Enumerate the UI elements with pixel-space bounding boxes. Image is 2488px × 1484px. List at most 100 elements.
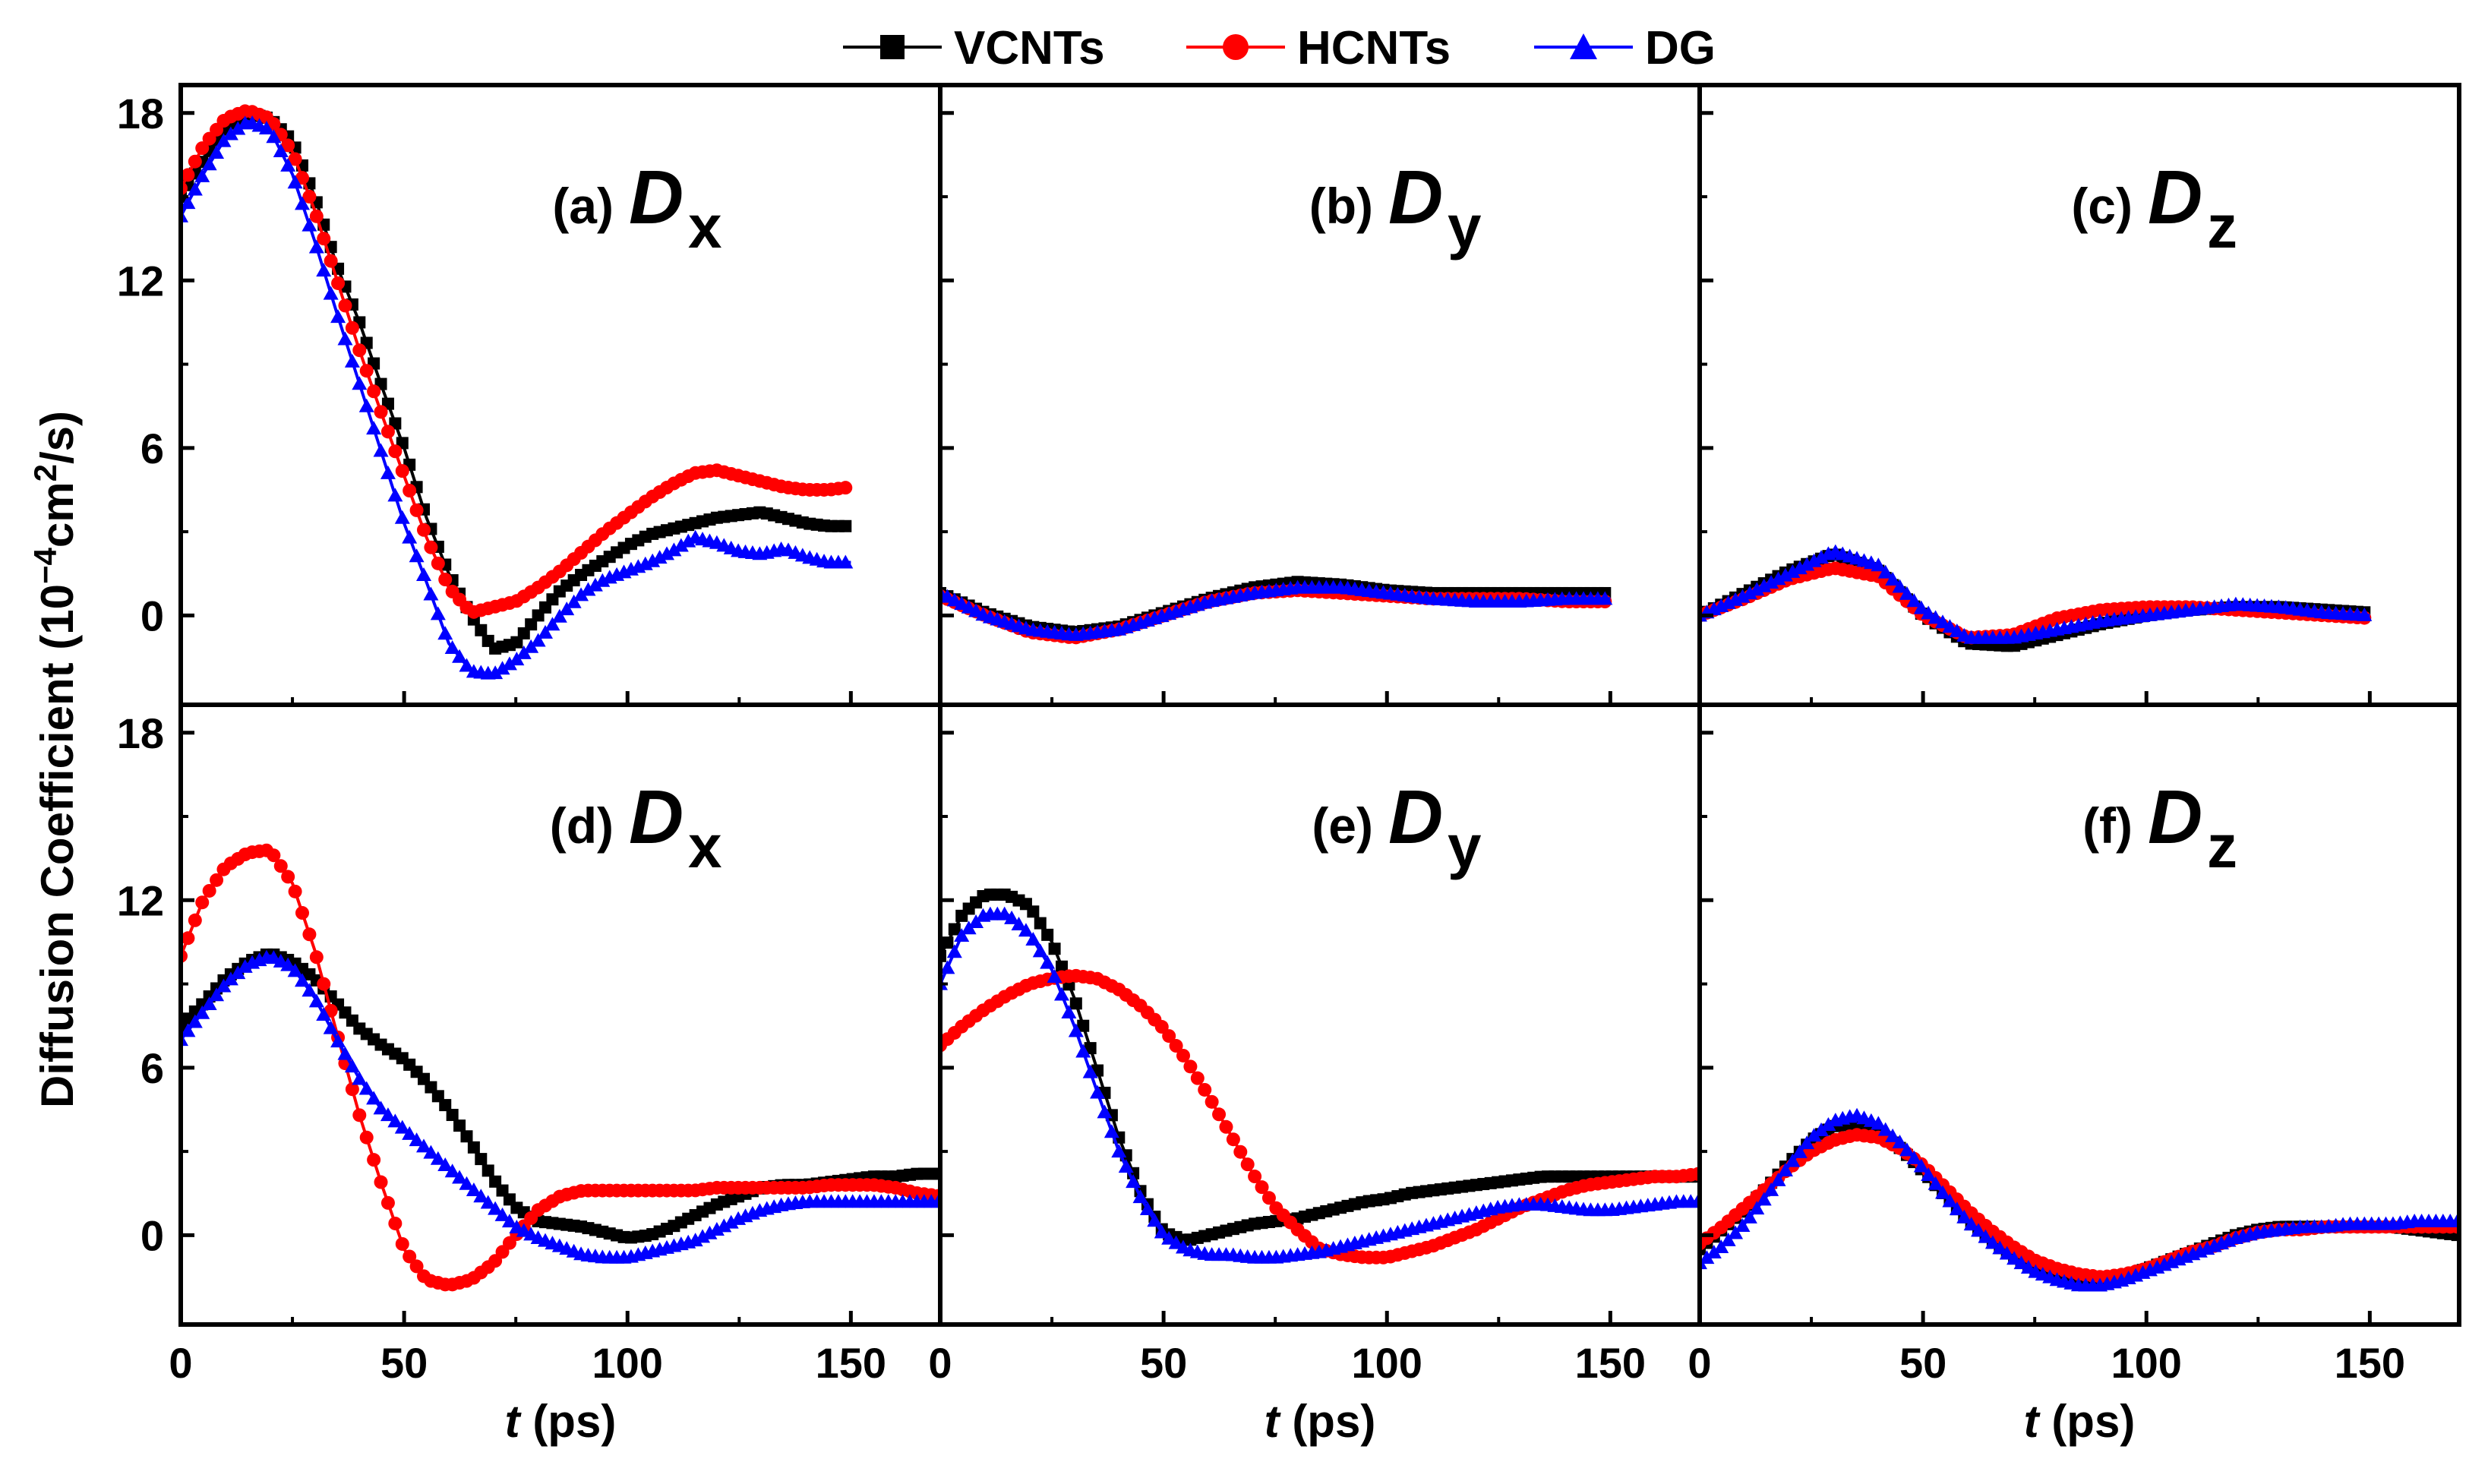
data-point xyxy=(702,1225,718,1239)
data-point xyxy=(1161,1230,1177,1245)
data-point xyxy=(1034,917,1047,930)
panel-subscript: x xyxy=(688,813,722,880)
data-point xyxy=(395,1236,409,1251)
data-point xyxy=(1004,910,1020,924)
data-point xyxy=(345,320,359,335)
data-point xyxy=(316,263,332,277)
data-point xyxy=(359,1130,374,1145)
data-point xyxy=(416,1138,431,1153)
data-point xyxy=(838,481,853,495)
data-point xyxy=(1198,1082,1212,1097)
data-point xyxy=(1885,1128,1901,1142)
data-point xyxy=(716,1218,732,1233)
data-point xyxy=(403,484,417,498)
y-tick-label: 6 xyxy=(141,425,164,472)
data-point xyxy=(1011,917,1027,931)
data-point xyxy=(1799,1135,1815,1150)
panel-variable: D xyxy=(629,775,684,860)
data-point xyxy=(1792,1144,1808,1158)
data-point xyxy=(352,343,367,358)
data-point xyxy=(373,443,389,457)
data-point xyxy=(1777,567,1793,582)
data-point xyxy=(695,1229,711,1243)
plot-area xyxy=(940,576,1613,645)
x-tick-label: 0 xyxy=(1688,1339,1711,1387)
data-point xyxy=(1041,928,1054,941)
data-point xyxy=(452,1170,468,1184)
data-point xyxy=(1806,1128,1822,1142)
data-point xyxy=(1735,589,1751,603)
x-axis-title-var: t xyxy=(1265,1396,1282,1447)
data-point xyxy=(423,586,439,601)
legend-item-hcnts: HCNTs xyxy=(1186,22,1451,74)
data-point xyxy=(1906,1150,1922,1164)
data-point xyxy=(946,944,962,958)
data-point xyxy=(1248,1170,1262,1184)
data-point xyxy=(317,977,331,991)
x-axis-title: t (ps) xyxy=(2024,1396,2136,1447)
data-point xyxy=(1756,578,1772,592)
data-point xyxy=(302,983,317,997)
data-point xyxy=(1728,1225,1744,1239)
data-point xyxy=(273,144,289,158)
data-point xyxy=(444,1164,460,1178)
data-point xyxy=(1763,575,1779,589)
data-point xyxy=(181,168,195,182)
data-point xyxy=(287,175,303,189)
series-line xyxy=(181,119,851,676)
data-point xyxy=(201,996,217,1011)
data-point xyxy=(1706,1245,1722,1259)
data-point xyxy=(659,546,674,560)
plot-area xyxy=(1700,544,2373,652)
data-point xyxy=(1735,1218,1751,1233)
data-point xyxy=(673,538,689,552)
panel-subscript: y xyxy=(1448,193,1482,260)
data-point xyxy=(402,529,418,544)
x-axis-title-unit: (ps) xyxy=(520,1396,617,1447)
legend-item-vcnts: VCNTs xyxy=(843,22,1105,74)
data-point xyxy=(1785,564,1801,578)
series-vcnts xyxy=(940,888,1700,1246)
data-point xyxy=(430,1151,446,1165)
panel-label: (f) xyxy=(2082,797,2133,854)
x-axis-title-unit: (ps) xyxy=(1280,1396,1376,1447)
data-point xyxy=(687,1233,703,1247)
panel-subscript: z xyxy=(2207,813,2237,880)
data-point xyxy=(352,376,368,390)
x-tick-label: 150 xyxy=(816,1339,886,1387)
data-point xyxy=(281,870,295,884)
series-dg xyxy=(940,906,1700,1264)
data-point xyxy=(1756,1192,1772,1206)
data-point xyxy=(1240,1157,1255,1172)
data-point xyxy=(2451,1229,2459,1242)
data-point xyxy=(359,364,374,378)
data-point xyxy=(666,542,682,557)
x-tick-label: 50 xyxy=(1899,1339,1947,1387)
y-tick-label: 12 xyxy=(117,257,164,305)
data-point xyxy=(258,121,274,135)
data-point xyxy=(309,950,324,965)
data-point xyxy=(466,1182,481,1196)
data-point xyxy=(431,556,445,570)
data-point xyxy=(1056,960,1068,973)
panel-label: (e) xyxy=(1312,797,1373,854)
data-point xyxy=(194,1005,210,1019)
y-tick-label: 0 xyxy=(141,1211,164,1259)
legend-marker xyxy=(1570,33,1597,59)
panel-frame xyxy=(1697,703,2461,1327)
data-point xyxy=(1899,1142,1915,1157)
data-point xyxy=(188,913,202,927)
data-point xyxy=(1226,1132,1240,1147)
data-point xyxy=(337,331,353,346)
data-point xyxy=(452,649,468,663)
legend: VCNTs HCNTs DG xyxy=(843,22,1716,74)
data-point xyxy=(1741,586,1757,600)
data-point xyxy=(2013,1255,2029,1270)
data-point xyxy=(1763,1182,1779,1196)
data-point xyxy=(202,883,216,898)
data-point xyxy=(345,1082,359,1097)
data-point xyxy=(1597,591,1613,605)
data-point xyxy=(1713,1239,1729,1253)
